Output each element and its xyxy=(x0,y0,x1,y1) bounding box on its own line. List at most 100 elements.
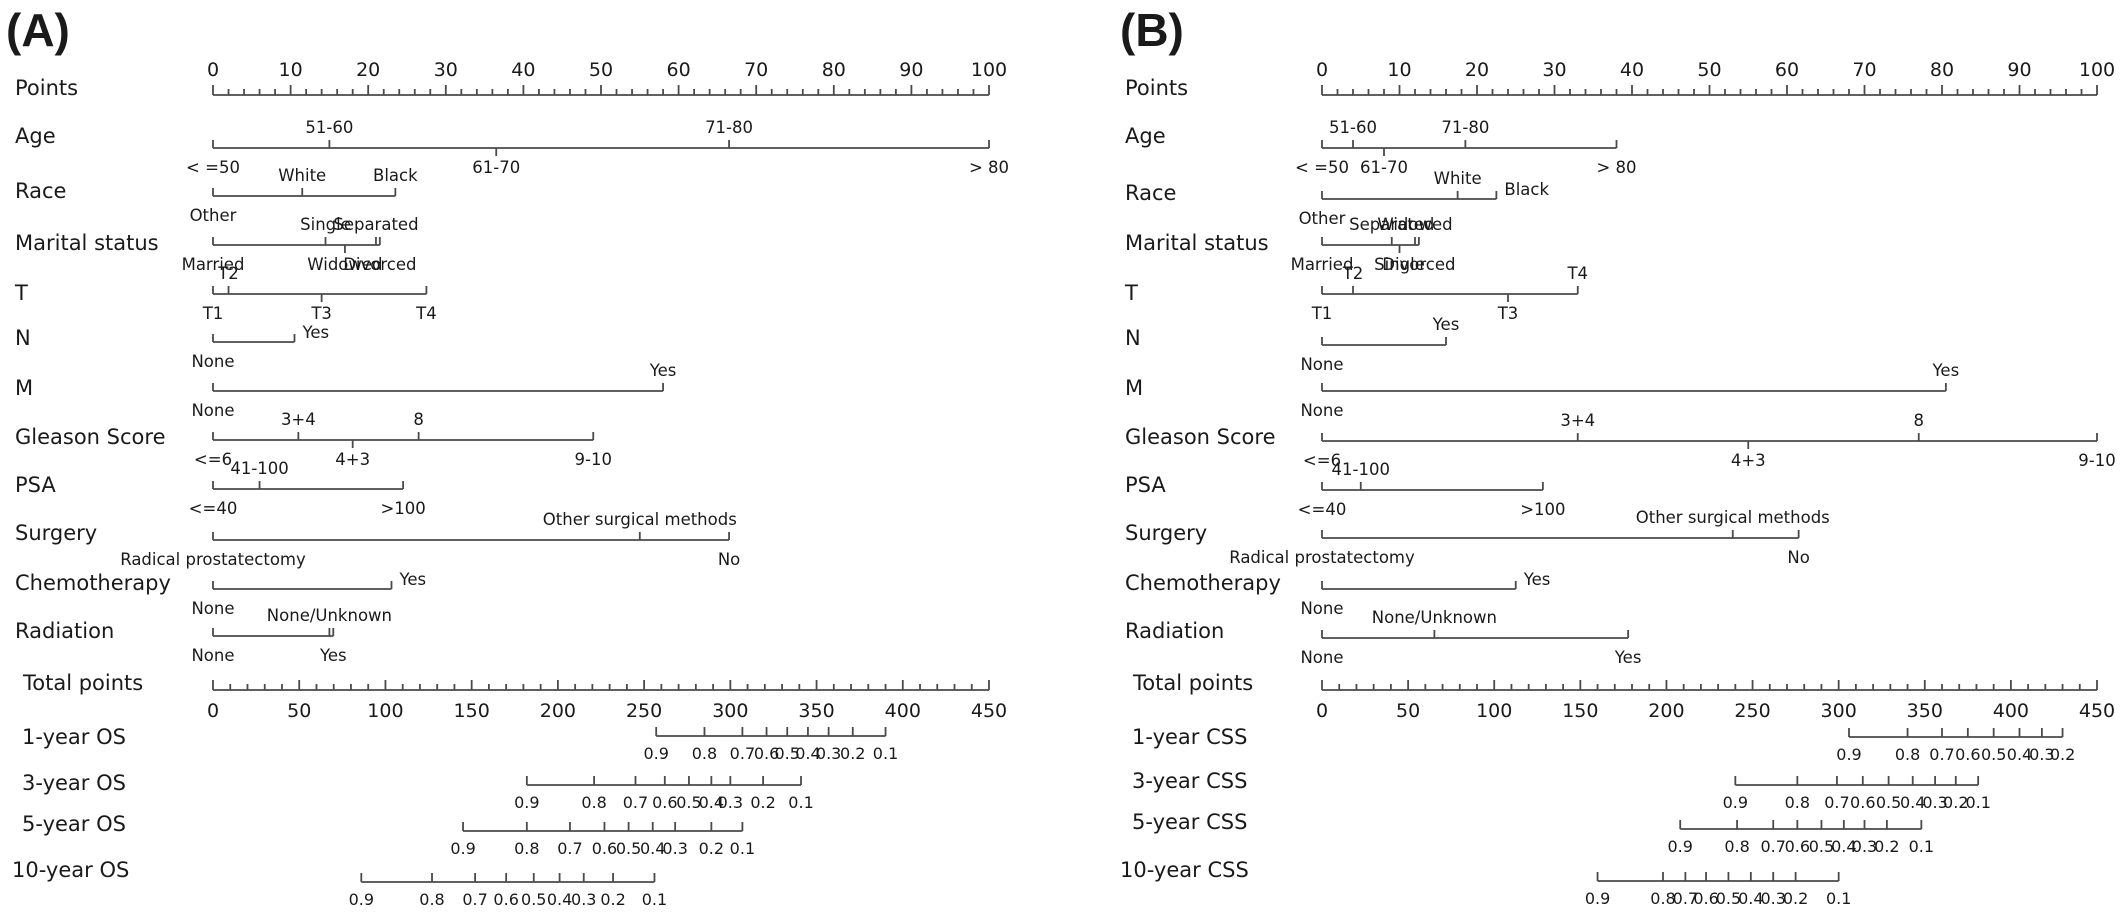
survival-tick-label: 0.6 xyxy=(1785,837,1810,856)
survival-tick-label: 0.3 xyxy=(1852,837,1877,856)
level-label: > 80 xyxy=(1596,158,1636,177)
level-label: None xyxy=(191,646,234,665)
level-label: 51-60 xyxy=(1329,118,1377,137)
points-tick-label: 20 xyxy=(1465,59,1489,81)
points-tick-label: 70 xyxy=(1852,59,1876,81)
level-label: <=6 xyxy=(1303,451,1341,470)
level-label: None xyxy=(191,401,234,420)
predictor-radiation: Radiation None None/Unknown Yes xyxy=(1125,608,1641,667)
survival-tick-label: 0.2 xyxy=(840,744,865,763)
level-label: T3 xyxy=(310,304,332,323)
survival-axis-label: 5-year CSS xyxy=(1132,810,1247,834)
survival-axis-1-year-os: 1-year OS 0.9 0.8 0.70.60.50.40.30.2 0.1 xyxy=(22,725,898,763)
survival-tick-label: 0.4 xyxy=(1900,793,1925,812)
predictor-label: Gleason Score xyxy=(15,425,166,449)
survival-tick-label: 0.4 xyxy=(795,744,820,763)
level-label: >100 xyxy=(1520,500,1565,519)
level-label: 9-10 xyxy=(575,450,612,469)
level-label: None/Unknown xyxy=(267,606,392,625)
total-tick-label: 150 xyxy=(454,700,490,722)
points-tick-label: 60 xyxy=(1775,59,1799,81)
survival-tick-label: 0.5 xyxy=(521,890,546,909)
level-label: T2 xyxy=(1342,264,1364,283)
level-label: Divorced xyxy=(343,255,416,274)
survival-tick-label: 0.8 xyxy=(1724,837,1749,856)
level-label: <=40 xyxy=(189,499,238,518)
survival-tick-label: 0.9 xyxy=(1836,745,1861,764)
predictor-t: T T1 T2 T3 T4 xyxy=(14,264,437,323)
level-label: < =50 xyxy=(186,158,240,177)
level-label: Yes xyxy=(1523,570,1551,589)
survival-tick-label: 0.3 xyxy=(662,839,687,858)
level-label: 8 xyxy=(413,410,424,429)
level-label: Yes xyxy=(1614,648,1642,667)
level-label: Radical prostatectomy xyxy=(1229,548,1415,567)
survival-tick-label: 0.5 xyxy=(1981,745,2006,764)
level-label: T3 xyxy=(1497,304,1519,323)
level-label: 41-100 xyxy=(230,459,288,478)
survival-tick-label: 0.7 xyxy=(557,839,582,858)
level-label: 8 xyxy=(1914,411,1925,430)
survival-tick-label: 0.8 xyxy=(692,744,717,763)
survival-tick-label: 0.1 xyxy=(1826,889,1851,908)
survival-tick-label: 0.4 xyxy=(1738,889,1763,908)
level-label: T4 xyxy=(1566,264,1588,283)
predictor-label: Age xyxy=(15,124,56,148)
level-label: T1 xyxy=(1311,304,1333,323)
survival-tick-label: 0.2 xyxy=(600,890,625,909)
level-label: Separated xyxy=(1349,215,1434,234)
total-tick-label: 250 xyxy=(1734,700,1770,722)
level-label: Married xyxy=(182,255,245,274)
total-tick-label: 400 xyxy=(885,700,921,722)
points-tick-label: 40 xyxy=(1620,59,1644,81)
survival-tick-label: 0.2 xyxy=(1874,837,1899,856)
predictor-chemotherapy: Chemotherapy None Yes xyxy=(1125,570,1550,618)
points-tick-label: 80 xyxy=(822,59,846,81)
survival-tick-label: 0.8 xyxy=(581,793,606,812)
level-label: None/Unknown xyxy=(1372,608,1497,627)
survival-tick-label: 0.2 xyxy=(2050,745,2075,764)
points-tick-label: 10 xyxy=(1387,59,1411,81)
predictor-m: M None Yes xyxy=(1125,361,1959,420)
total-tick-label: 450 xyxy=(2079,700,2115,722)
survival-tick-label: 0.7 xyxy=(730,744,755,763)
level-label: Other xyxy=(1299,209,1346,228)
predictor-label: T xyxy=(14,281,28,305)
level-label: 51-60 xyxy=(305,118,353,137)
survival-tick-label: 0.7 xyxy=(1929,745,1954,764)
level-label: Widowed xyxy=(1377,215,1452,234)
survival-tick-label: 0.9 xyxy=(1667,837,1692,856)
survival-axis-5-year-css: 5-year CSS 0.9 0.8 0.70.60.50.40.30.2 0.1 xyxy=(1132,810,1934,856)
level-label: None xyxy=(1300,599,1343,618)
survival-axis-label: 1-year OS xyxy=(22,725,126,749)
level-label: 41-100 xyxy=(1332,460,1390,479)
survival-axis-1-year-css: 1-year CSS 0.9 0.8 0.7 0.6 0.5 0.40.30.2 xyxy=(1132,725,2075,764)
survival-tick-label: 0.1 xyxy=(788,793,813,812)
survival-tick-label: 0.9 xyxy=(514,793,539,812)
level-label: T1 xyxy=(202,304,224,323)
predictor-label: PSA xyxy=(1125,473,1166,497)
predictor-m: M None Yes xyxy=(15,361,676,420)
survival-tick-label: 0.1 xyxy=(730,839,755,858)
total-tick-label: 150 xyxy=(1562,700,1598,722)
predictor-label: N xyxy=(1125,326,1141,350)
level-label: None xyxy=(1300,401,1343,420)
survival-tick-label: 0.7 xyxy=(1824,793,1849,812)
survival-axis-label: 3-year CSS xyxy=(1132,769,1247,793)
level-label: None xyxy=(1300,648,1343,667)
predictor-label: Age xyxy=(1125,124,1166,148)
level-label: No xyxy=(1787,548,1809,567)
level-label: Yes xyxy=(398,570,426,589)
level-label: < =50 xyxy=(1295,158,1349,177)
level-label: >100 xyxy=(380,499,425,518)
level-label: Radical prostatectomy xyxy=(120,550,306,569)
survival-tick-label: 0.6 xyxy=(592,839,617,858)
survival-tick-label: 0.8 xyxy=(1895,745,1920,764)
survival-tick-label: 0.5 xyxy=(1716,889,1741,908)
predictor-label: Race xyxy=(1125,181,1176,205)
predictor-chemotherapy: Chemotherapy None Yes xyxy=(15,570,426,618)
predictor-label: Gleason Score xyxy=(1125,425,1276,449)
total-tick-label: 50 xyxy=(287,700,311,722)
survival-tick-label: 0.8 xyxy=(1650,889,1675,908)
predictor-marital-status: Marital status Married Single Widowed Separa… xyxy=(15,215,419,274)
